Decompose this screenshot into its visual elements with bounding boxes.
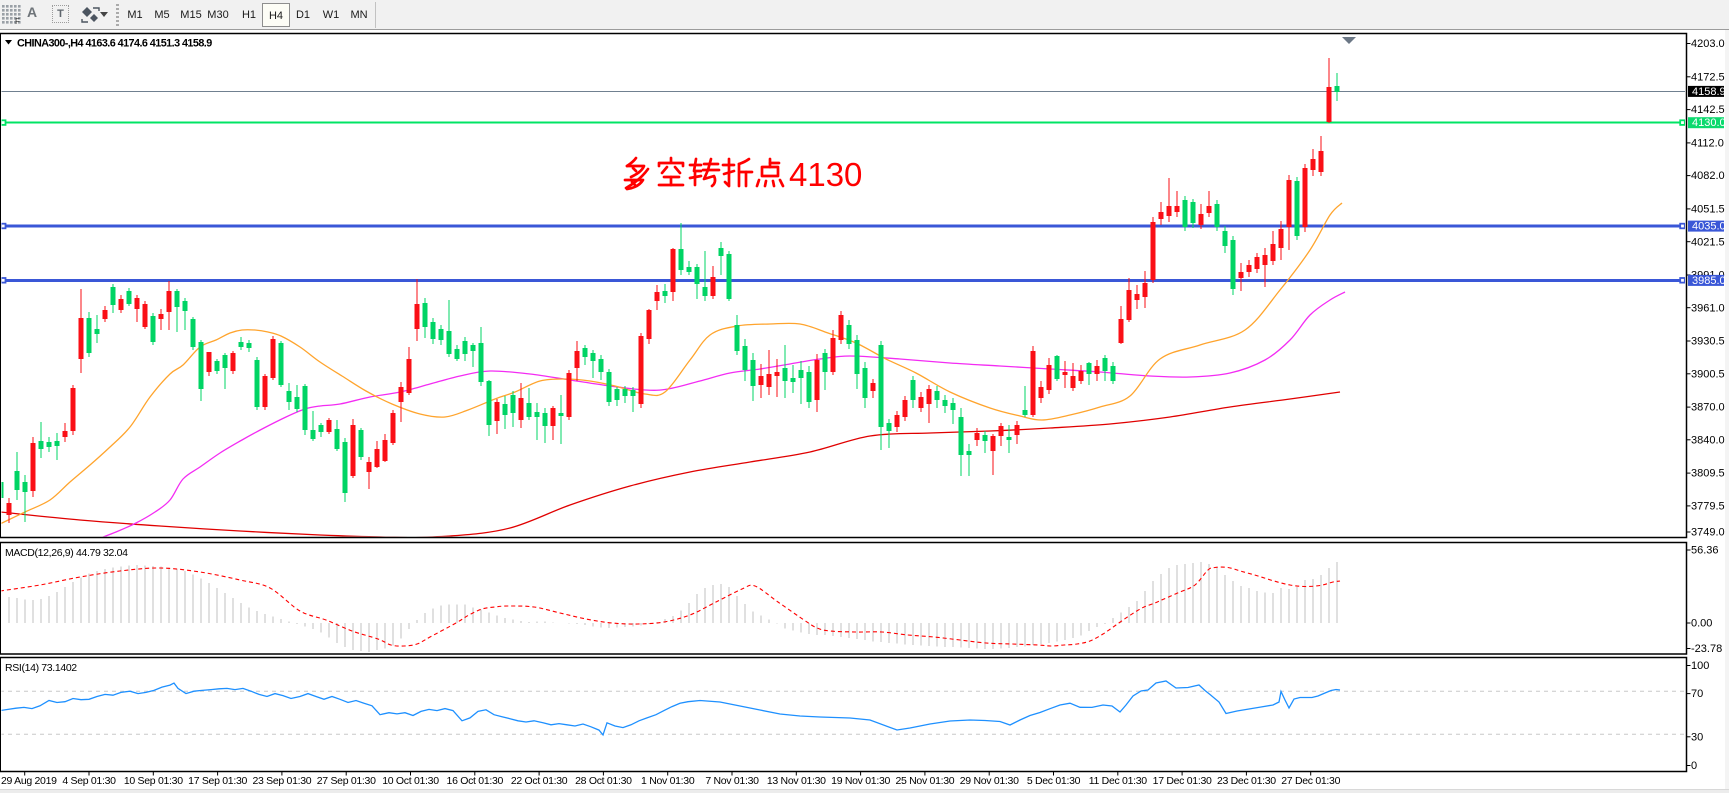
svg-text:4158.9: 4158.9	[1692, 86, 1726, 98]
svg-text:4142.5: 4142.5	[1691, 104, 1725, 116]
svg-text:CHINA300-,H4 4163.6 4174.6 41: CHINA300-,H4 4163.6 4174.6 4151.3 4158.9	[17, 38, 212, 50]
svg-text:3900.5: 3900.5	[1691, 368, 1725, 380]
svg-text:3961.0: 3961.0	[1691, 302, 1725, 314]
svg-text:17 Dec 01:30: 17 Dec 01:30	[1153, 775, 1212, 787]
svg-text:28 Oct 01:30: 28 Oct 01:30	[575, 775, 632, 787]
svg-text:4112.0: 4112.0	[1691, 137, 1724, 149]
svg-text:5 Dec 01:30: 5 Dec 01:30	[1027, 775, 1081, 787]
svg-text:3985.0: 3985.0	[1692, 275, 1726, 287]
svg-text:RSI(14) 73.1402: RSI(14) 73.1402	[5, 662, 77, 674]
svg-text:3779.5: 3779.5	[1691, 500, 1725, 512]
svg-text:4203.0: 4203.0	[1691, 38, 1725, 50]
svg-text:4082.0: 4082.0	[1691, 170, 1725, 182]
svg-text:23 Sep 01:30: 23 Sep 01:30	[252, 775, 311, 787]
svg-text:29 Aug 2019: 29 Aug 2019	[1, 775, 57, 787]
svg-text:0.00: 0.00	[1691, 618, 1712, 630]
svg-text:13 Nov 01:30: 13 Nov 01:30	[767, 775, 826, 787]
svg-text:4130.0: 4130.0	[1692, 117, 1726, 129]
svg-text:0: 0	[1691, 760, 1697, 772]
svg-text:10 Oct 01:30: 10 Oct 01:30	[382, 775, 439, 787]
svg-text:4130: 4130	[789, 156, 862, 193]
svg-text:1 Nov 01:30: 1 Nov 01:30	[641, 775, 695, 787]
svg-text:29 Nov 01:30: 29 Nov 01:30	[960, 775, 1019, 787]
svg-text:3809.5: 3809.5	[1691, 468, 1725, 480]
svg-text:23 Dec 01:30: 23 Dec 01:30	[1217, 775, 1276, 787]
svg-text:70: 70	[1691, 688, 1703, 700]
svg-text:-23.78: -23.78	[1691, 643, 1722, 655]
svg-text:27 Dec 01:30: 27 Dec 01:30	[1281, 775, 1340, 787]
svg-text:3749.0: 3749.0	[1691, 527, 1725, 539]
svg-text:7 Nov 01:30: 7 Nov 01:30	[705, 775, 759, 787]
svg-text:17 Sep 01:30: 17 Sep 01:30	[188, 775, 247, 787]
svg-text:4051.5: 4051.5	[1691, 204, 1725, 216]
svg-text:27 Sep 01:30: 27 Sep 01:30	[317, 775, 376, 787]
svg-text:19 Nov 01:30: 19 Nov 01:30	[831, 775, 890, 787]
svg-text:30: 30	[1691, 731, 1703, 743]
svg-text:56.36: 56.36	[1691, 545, 1719, 557]
svg-text:22 Oct 01:30: 22 Oct 01:30	[511, 775, 568, 787]
svg-text:25 Nov 01:30: 25 Nov 01:30	[895, 775, 954, 787]
svg-text:3870.0: 3870.0	[1691, 402, 1725, 414]
svg-text:4 Sep 01:30: 4 Sep 01:30	[62, 775, 116, 787]
svg-text:4035.0: 4035.0	[1692, 221, 1726, 233]
svg-text:11 Dec 01:30: 11 Dec 01:30	[1089, 775, 1148, 787]
svg-text:100: 100	[1691, 660, 1709, 672]
svg-text:3840.0: 3840.0	[1691, 434, 1725, 446]
svg-text:F: F	[15, 17, 20, 25]
svg-text:3930.5: 3930.5	[1691, 336, 1725, 348]
svg-text:10 Sep 01:30: 10 Sep 01:30	[124, 775, 183, 787]
svg-text:4021.5: 4021.5	[1691, 236, 1725, 248]
svg-text:16 Oct 01:30: 16 Oct 01:30	[447, 775, 504, 787]
svg-text:MACD(12,26,9) 44.79 32.04: MACD(12,26,9) 44.79 32.04	[5, 547, 128, 559]
svg-text:4172.5: 4172.5	[1691, 71, 1725, 83]
